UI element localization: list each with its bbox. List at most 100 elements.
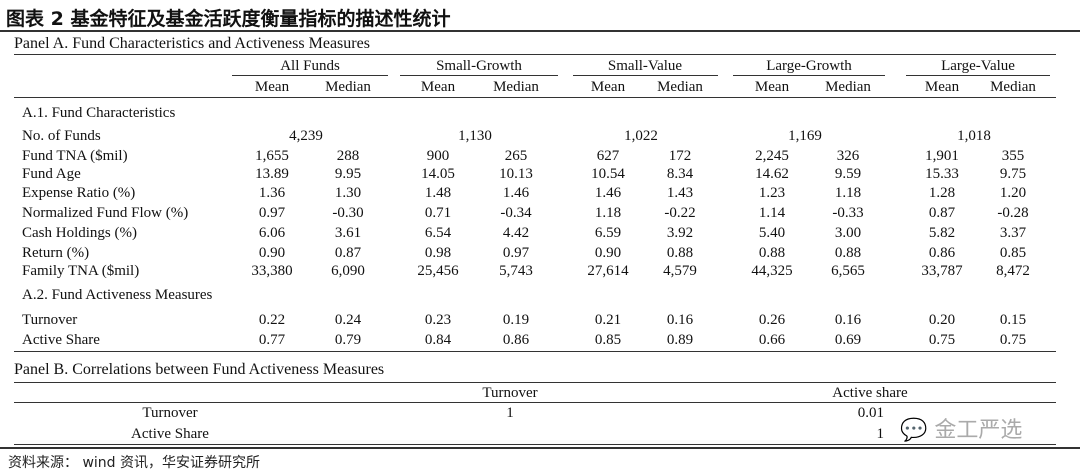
wechat-icon: 💬: [900, 418, 928, 443]
cell: 5,743: [499, 263, 533, 279]
title-rule: [0, 30, 1080, 32]
row-label: Turnover: [22, 312, 78, 328]
cell: 25,456: [417, 263, 459, 279]
group-underline: [906, 75, 1050, 76]
group-header: Large-Growth: [766, 58, 852, 74]
cell: 6.54: [424, 225, 452, 241]
stat-header: Median: [825, 79, 871, 95]
rule: [14, 444, 1056, 445]
cell: 1.46: [594, 185, 622, 201]
cell: -0.22: [664, 205, 696, 221]
cell: 1,655: [255, 148, 289, 164]
group-underline: [400, 75, 558, 76]
group-header: Large-Value: [941, 58, 1015, 74]
stat-header: Median: [325, 79, 371, 95]
cell: 1,169: [788, 128, 822, 144]
cell: 0.77: [258, 332, 286, 348]
watermark: 💬 金工严选: [900, 418, 1023, 443]
cell: 1,901: [925, 148, 959, 164]
cell: 14.05: [421, 166, 455, 182]
cell: 0.88: [758, 245, 786, 261]
rule: [14, 402, 1056, 403]
cell: 6,565: [831, 263, 865, 279]
cell: 0.26: [758, 312, 786, 328]
row-label: Return (%): [22, 245, 90, 261]
cell: -0.33: [832, 205, 864, 221]
cell: 10.54: [591, 166, 625, 182]
row-label: Expense Ratio (%): [22, 185, 136, 201]
cell: 0.90: [258, 245, 286, 261]
cell: 8,472: [996, 263, 1030, 279]
cell: 0.66: [758, 332, 786, 348]
cell: 0.85: [594, 332, 622, 348]
figure-title: 图表 2 基金特征及基金活跃度衡量指标的描述性统计: [6, 8, 451, 30]
group-underline: [232, 75, 388, 76]
cell: 0.84: [424, 332, 452, 348]
row-label: Normalized Fund Flow (%): [22, 205, 189, 221]
cell: 0.86: [928, 245, 956, 261]
cell: 0.97: [502, 245, 530, 261]
stat-header: Mean: [590, 79, 626, 95]
cell: 0.15: [999, 312, 1027, 328]
cell: 0.21: [594, 312, 622, 328]
cell: 3.00: [834, 225, 862, 241]
group-header: Small-Value: [607, 58, 683, 74]
cell: 0.86: [502, 332, 530, 348]
cell: 0.90: [594, 245, 622, 261]
cell: 15.33: [925, 166, 959, 182]
cell: 0.16: [834, 312, 862, 328]
stat-header: Mean: [754, 79, 790, 95]
cell: 4,239: [289, 128, 323, 144]
row-label: Active Share: [22, 332, 100, 348]
cell: 0.16: [666, 312, 694, 328]
cell: 0.88: [666, 245, 694, 261]
cell: 0.22: [258, 312, 286, 328]
cell: 27,614: [587, 263, 629, 279]
cell: 0.87: [334, 245, 362, 261]
cell: 0.20: [928, 312, 956, 328]
cell: 9.75: [999, 166, 1027, 182]
row-label: No. of Funds: [22, 128, 101, 144]
stat-header: Mean: [924, 79, 960, 95]
cell: 1.14: [758, 205, 786, 221]
cell: 1.23: [758, 185, 786, 201]
cell: 6.59: [594, 225, 622, 241]
section-heading: A.1. Fund Characteristics: [22, 105, 176, 121]
row-label: Turnover: [142, 405, 198, 421]
cell: 5.82: [928, 225, 956, 241]
stat-header: Mean: [254, 79, 290, 95]
panel-b-title: Panel B. Correlations between Fund Activ…: [14, 361, 385, 378]
cell: 1,130: [458, 128, 492, 144]
stat-header: Mean: [420, 79, 456, 95]
group-header: All Funds: [280, 58, 340, 74]
footer-rule: [0, 447, 1080, 449]
cell: 1.28: [928, 185, 956, 201]
cell: 172: [668, 148, 692, 164]
row-label: Cash Holdings (%): [22, 225, 137, 241]
column-header: Turnover: [482, 385, 538, 401]
row-label: Fund TNA ($mil): [22, 148, 128, 164]
cell: 0.01: [857, 405, 884, 421]
cell: 6,090: [331, 263, 365, 279]
cell: 900: [426, 148, 450, 164]
rule: [14, 54, 1056, 55]
cell: 0.24: [334, 312, 362, 328]
cell: 0.88: [834, 245, 862, 261]
cell: 0.71: [424, 205, 452, 221]
stat-header: Median: [493, 79, 539, 95]
cell: 1.18: [594, 205, 622, 221]
cell: 0.23: [424, 312, 452, 328]
source-note: 资料来源： wind 资讯，华安证券研究所: [8, 455, 260, 471]
cell: 44,325: [751, 263, 793, 279]
cell: 8.34: [666, 166, 694, 182]
cell: 1.43: [666, 185, 694, 201]
group-underline: [733, 75, 885, 76]
cell: 9.95: [334, 166, 362, 182]
cell: 1: [876, 426, 885, 442]
cell: 6.06: [258, 225, 286, 241]
cell: 1.48: [424, 185, 452, 201]
section-heading: A.2. Fund Activeness Measures: [22, 287, 213, 303]
cell: 33,380: [251, 263, 293, 279]
cell: 5.40: [758, 225, 786, 241]
cell: 9.59: [834, 166, 862, 182]
